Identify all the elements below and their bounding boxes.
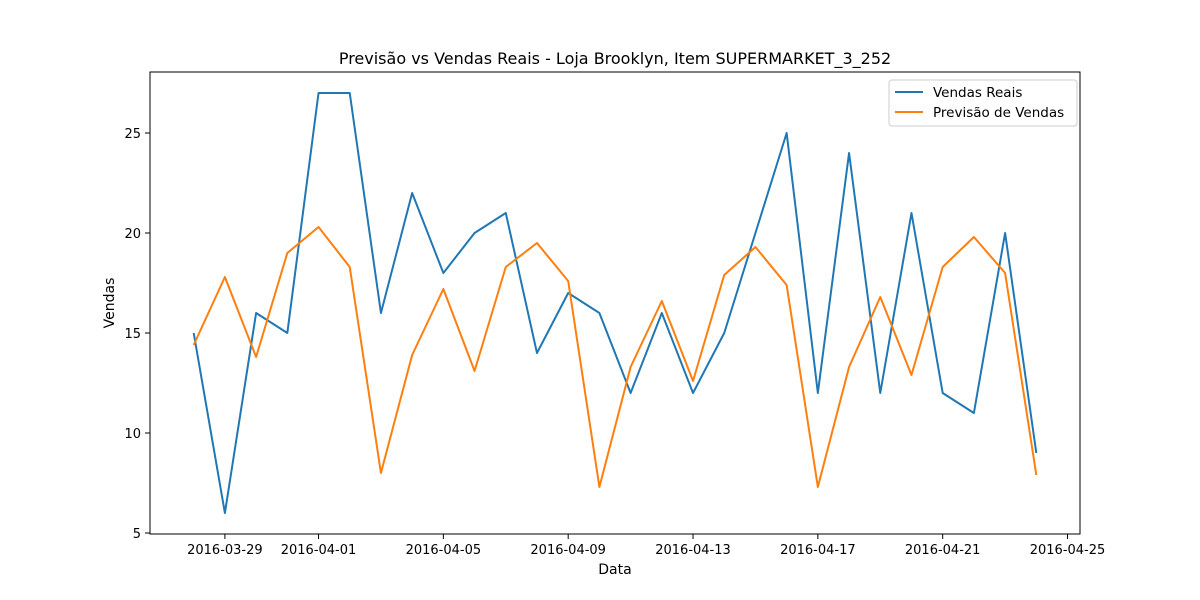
legend-box bbox=[888, 79, 1078, 127]
plot-area: 2016-03-29 2016-04-01 2016-04-05 2016-04-09… bbox=[124, 71, 1106, 558]
x-tick-label: 2016-04-25 bbox=[1030, 543, 1106, 558]
x-tick-label: 2016-04-21 bbox=[905, 543, 981, 558]
x-tick-label: 2016-04-13 bbox=[655, 543, 731, 558]
x-tick-label: 2016-04-09 bbox=[530, 543, 606, 558]
series-line-previsao-de-vendas bbox=[192, 226, 1038, 488]
x-tick-label: 2016-03-29 bbox=[187, 543, 263, 558]
y-tick-label: 10 bbox=[124, 427, 141, 442]
plot-frame bbox=[149, 71, 1081, 535]
y-tick-label: 25 bbox=[124, 127, 141, 142]
legend-label: Vendas Reais bbox=[933, 85, 1022, 101]
legend: Vendas Reais Previsão de Vendas bbox=[888, 79, 1078, 127]
x-tick-label: 2016-04-05 bbox=[406, 543, 482, 558]
x-axis-label: Data bbox=[598, 562, 631, 578]
legend-label: Previsão de Vendas bbox=[933, 105, 1064, 121]
series-line-vendas-reais bbox=[192, 92, 1038, 514]
y-tick-label: 15 bbox=[124, 327, 141, 342]
chart-title: Previsão vs Vendas Reais - Loja Brooklyn… bbox=[339, 49, 891, 69]
x-tick-label: 2016-04-17 bbox=[780, 543, 856, 558]
y-axis-label: Vendas bbox=[102, 278, 118, 329]
x-tick-label: 2016-04-01 bbox=[281, 543, 357, 558]
y-tick-label: 20 bbox=[124, 227, 141, 242]
y-tick-label: 5 bbox=[133, 527, 141, 542]
